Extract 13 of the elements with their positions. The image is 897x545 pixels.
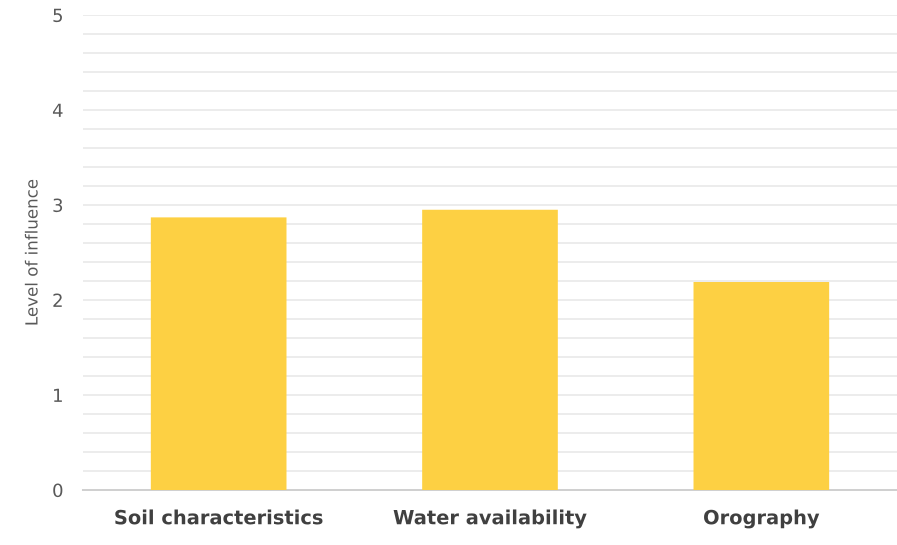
y-tick-label: 3	[53, 198, 62, 212]
x-tick-label: Water availability	[394, 509, 587, 528]
y-tick-label: 4	[52, 104, 63, 117]
bar	[694, 282, 830, 490]
y-axis-title: Level of influence	[24, 180, 38, 324]
y-tick-label: 1	[54, 388, 62, 402]
y-tick-label: 0	[53, 483, 62, 498]
x-tick-label: Soil characteristics	[115, 509, 323, 524]
y-tick-label: 5	[53, 8, 62, 22]
y-tick-label: 2	[53, 293, 62, 307]
bar	[422, 210, 558, 490]
x-tick-label: Orography	[704, 509, 820, 528]
bar	[150, 217, 286, 490]
